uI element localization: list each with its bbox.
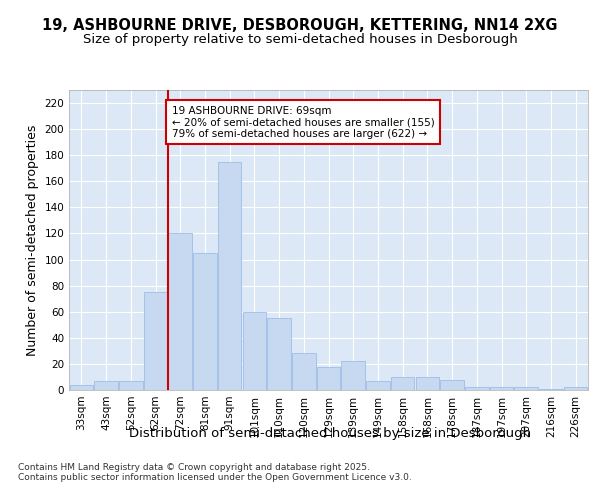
Bar (70, 385, 93, 390)
Bar (564, 388, 587, 390)
Bar (119, 381, 143, 390)
Text: 19, ASHBOURNE DRIVE, DESBOROUGH, KETTERING, NN14 2XG: 19, ASHBOURNE DRIVE, DESBOROUGH, KETTERI… (42, 18, 558, 32)
Bar (490, 388, 513, 390)
Bar (440, 380, 464, 390)
Bar (465, 388, 488, 390)
Bar (218, 162, 241, 390)
Text: Contains HM Land Registry data © Crown copyright and database right 2025.
Contai: Contains HM Land Registry data © Crown c… (18, 462, 412, 482)
Bar (366, 381, 389, 390)
Bar (242, 312, 266, 390)
Bar (416, 377, 439, 390)
Text: 19 ASHBOURNE DRIVE: 69sqm
← 20% of semi-detached houses are smaller (155)
79% of: 19 ASHBOURNE DRIVE: 69sqm ← 20% of semi-… (172, 106, 434, 139)
Y-axis label: Number of semi-detached properties: Number of semi-detached properties (26, 124, 39, 356)
Bar (268, 318, 291, 390)
Text: Size of property relative to semi-detached houses in Desborough: Size of property relative to semi-detach… (83, 32, 517, 46)
Bar (341, 362, 365, 390)
Bar (193, 253, 217, 390)
Bar (391, 377, 415, 390)
Bar (292, 354, 316, 390)
Bar (317, 366, 340, 390)
Text: Distribution of semi-detached houses by size in Desborough: Distribution of semi-detached houses by … (129, 428, 531, 440)
Bar (169, 234, 192, 390)
Bar (144, 292, 167, 390)
Bar (94, 381, 118, 390)
Bar (539, 388, 563, 390)
Bar (514, 388, 538, 390)
